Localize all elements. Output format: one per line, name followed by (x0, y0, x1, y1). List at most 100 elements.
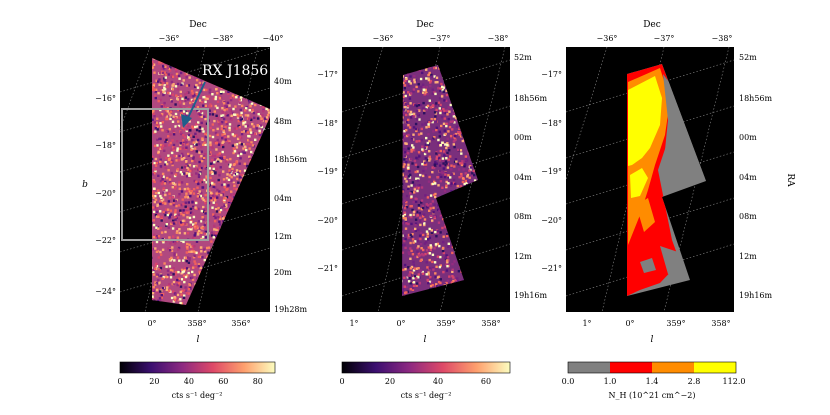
map-texture-pixel (455, 160, 458, 163)
map-texture-pixel (436, 242, 439, 246)
map-texture-pixel (216, 153, 219, 156)
map-texture-pixel (184, 275, 188, 279)
map-texture-pixel (178, 183, 181, 186)
map-texture-pixel (266, 117, 270, 121)
map-texture-pixel (409, 75, 412, 78)
map-texture-pixel (453, 134, 457, 138)
map-texture-pixel (208, 188, 211, 192)
map-texture-pixel (204, 117, 207, 121)
map-texture-pixel (190, 190, 193, 193)
map-texture-pixel (162, 276, 165, 279)
map-texture-pixel (206, 255, 209, 259)
map-texture-pixel (465, 181, 468, 184)
map-texture-pixel (417, 83, 420, 86)
map-texture-pixel (233, 163, 236, 166)
map-texture-pixel (187, 288, 191, 291)
map-texture-pixel (156, 128, 159, 131)
map-texture-pixel (443, 189, 447, 193)
map-texture-pixel (186, 291, 189, 295)
map-texture-pixel (216, 188, 219, 192)
map-texture-pixel (429, 81, 432, 84)
map-texture-pixel (183, 280, 186, 284)
map-texture-pixel (153, 121, 156, 124)
map-texture-pixel (169, 249, 172, 252)
map-texture-pixel (271, 260, 273, 262)
map-texture-pixel (172, 203, 176, 207)
map-texture-pixel (213, 224, 216, 228)
map-texture-pixel (214, 95, 218, 99)
panel-3-region-yellow (630, 168, 648, 198)
map-texture-pixel (225, 203, 228, 207)
map-texture-pixel (409, 241, 412, 245)
map-texture-pixel (415, 197, 418, 201)
map-texture-pixel (169, 202, 172, 206)
map-texture-pixel (179, 113, 183, 117)
map-texture-pixel (219, 160, 223, 163)
map-texture-pixel (154, 157, 158, 161)
map-texture-pixel (444, 163, 447, 167)
map-texture-pixel (434, 115, 437, 118)
map-texture-pixel (199, 255, 202, 258)
map-texture-pixel (237, 115, 240, 118)
map-texture-pixel (429, 194, 433, 197)
map-texture-pixel (220, 193, 223, 197)
panel-1-top-tick: −38° (213, 34, 234, 43)
map-texture-pixel (223, 183, 226, 186)
map-texture-pixel (214, 199, 217, 202)
panel-2-right-tick: 52m (514, 53, 532, 62)
map-texture-pixel (200, 150, 203, 153)
map-texture-pixel (402, 81, 405, 85)
map-texture-pixel (403, 136, 407, 139)
map-texture-pixel (213, 234, 217, 237)
map-texture-pixel (422, 91, 425, 94)
map-texture-pixel (187, 228, 190, 231)
map-texture-pixel (165, 82, 169, 85)
map-texture-pixel (449, 176, 452, 179)
map-texture-pixel (410, 139, 414, 142)
map-texture-pixel (218, 157, 222, 160)
map-texture-pixel (417, 207, 421, 210)
map-texture-pixel (169, 141, 172, 145)
map-texture-pixel (202, 96, 205, 99)
map-texture-pixel (208, 134, 212, 138)
map-texture-pixel (435, 155, 439, 159)
map-texture-pixel (230, 171, 233, 174)
map-texture-pixel (436, 176, 440, 179)
map-texture-pixel (178, 77, 181, 80)
map-texture-pixel (421, 123, 424, 126)
map-texture-pixel (210, 145, 213, 148)
map-texture-pixel (257, 113, 260, 116)
map-texture-pixel (272, 205, 274, 207)
map-texture-pixel (152, 156, 154, 159)
map-texture-pixel (171, 182, 174, 185)
map-texture-pixel (174, 183, 177, 186)
map-texture-pixel (235, 143, 239, 146)
map-texture-pixel (445, 184, 448, 187)
map-texture-pixel (181, 154, 185, 157)
map-texture-pixel (193, 97, 197, 100)
map-texture-pixel (438, 97, 442, 100)
map-texture-pixel (180, 221, 183, 224)
map-texture-pixel (187, 261, 191, 264)
map-texture-pixel (434, 92, 437, 96)
map-texture-pixel (173, 252, 176, 255)
map-texture-pixel (218, 91, 221, 95)
map-texture-pixel (427, 125, 431, 128)
map-texture-pixel (187, 267, 190, 271)
map-texture-pixel (190, 169, 193, 172)
map-texture-pixel (251, 108, 254, 112)
panel-2-left-tick: −20° (317, 216, 338, 225)
map-texture-pixel (411, 208, 414, 212)
map-texture-pixel (411, 181, 415, 184)
map-texture-pixel (447, 245, 450, 248)
map-texture-pixel (262, 110, 265, 113)
map-texture-pixel (249, 131, 253, 134)
map-texture-pixel (160, 80, 163, 83)
map-texture-pixel (187, 201, 190, 204)
map-texture-pixel (172, 202, 175, 205)
map-texture-pixel (408, 273, 411, 276)
map-texture-pixel (415, 109, 419, 113)
map-texture-pixel (412, 88, 416, 91)
map-texture-pixel (270, 120, 272, 122)
